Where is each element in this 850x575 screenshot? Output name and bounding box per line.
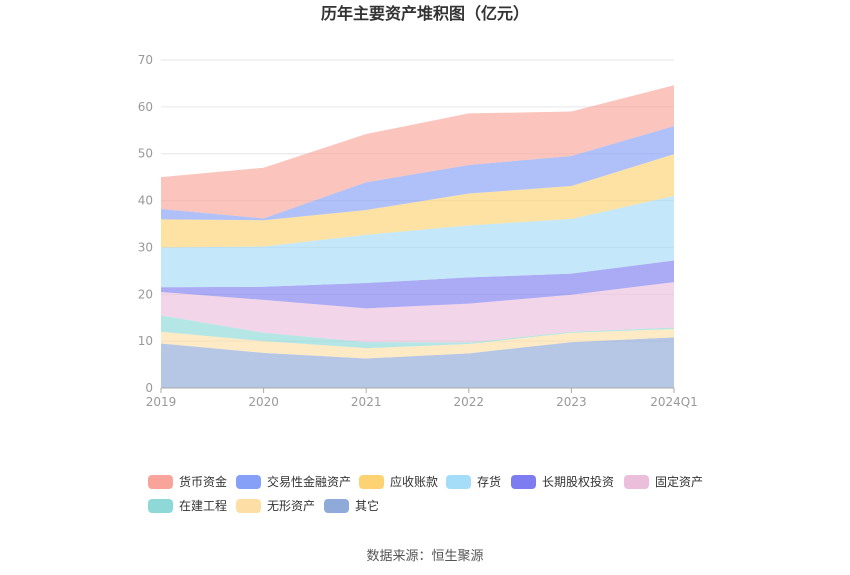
x-tick-label: 2019 <box>146 395 177 409</box>
legend-label: 其它 <box>355 498 379 513</box>
area-series-在建工程 <box>161 315 674 349</box>
axes: 0 10 20 30 40 50 60 70 2019 2020 2021 2022 2023 2024Q… <box>138 53 698 409</box>
legend-item[interactable]: 存货 <box>446 474 501 489</box>
y-tick-label: 20 <box>138 287 153 301</box>
legend-label: 应收账款 <box>390 474 438 489</box>
y-tick-label: 10 <box>138 334 153 348</box>
legend-swatch <box>359 475 384 489</box>
y-tick-label: 70 <box>138 53 153 67</box>
x-tick-label: 2024Q1 <box>650 395 698 409</box>
area-series-无形资产 <box>161 328 674 359</box>
area-series <box>161 85 674 388</box>
y-tick-label: 60 <box>138 100 153 114</box>
area-series-货币资金 <box>161 85 674 219</box>
legend-swatch <box>148 475 173 489</box>
x-tick-label: 2021 <box>351 395 382 409</box>
area-series-存货 <box>161 195 674 288</box>
legend-swatch <box>324 499 349 513</box>
x-tick-label: 2020 <box>248 395 279 409</box>
legend-label: 在建工程 <box>179 498 227 513</box>
x-tick-label: 2023 <box>556 395 587 409</box>
legend-item[interactable]: 其它 <box>324 498 379 513</box>
chart-title: 历年主要资产堆积图（亿元） <box>321 4 529 23</box>
legend-item[interactable]: 在建工程 <box>148 498 227 513</box>
area-series-交易性金融资产 <box>161 126 674 221</box>
legend-swatch <box>236 475 261 489</box>
legend-item[interactable]: 应收账款 <box>359 474 438 489</box>
legend-item[interactable]: 交易性金融资产 <box>236 474 351 489</box>
y-tick-label: 30 <box>138 240 153 254</box>
y-tick-label: 0 <box>145 381 153 395</box>
y-tick-label: 50 <box>138 147 153 161</box>
legend-label: 固定资产 <box>655 474 703 489</box>
legend-swatch <box>236 499 261 513</box>
x-tick-label: 2022 <box>454 395 485 409</box>
legend-swatch <box>446 475 471 489</box>
legend-item[interactable]: 固定资产 <box>624 474 703 489</box>
legend-item[interactable]: 长期股权投资 <box>511 474 614 489</box>
legend-label: 交易性金融资产 <box>267 474 351 489</box>
area-series-长期股权投资 <box>161 260 674 309</box>
legend-swatch <box>511 475 536 489</box>
area-series-应收账款 <box>161 154 674 248</box>
data-source-note: 数据来源：恒生聚源 <box>366 549 484 564</box>
area-series-固定资产 <box>161 282 674 343</box>
legend-swatch <box>624 475 649 489</box>
y-tick-label: 40 <box>138 194 153 208</box>
legend-label: 存货 <box>477 474 501 489</box>
legend-label: 长期股权投资 <box>542 474 614 489</box>
legend-label: 无形资产 <box>267 499 315 513</box>
area-series-其它 <box>161 337 674 388</box>
legend-item[interactable]: 无形资产 <box>236 499 315 513</box>
legend-label: 货币资金 <box>179 474 227 489</box>
legend-item[interactable]: 货币资金 <box>148 474 227 489</box>
legend-swatch <box>148 499 173 513</box>
